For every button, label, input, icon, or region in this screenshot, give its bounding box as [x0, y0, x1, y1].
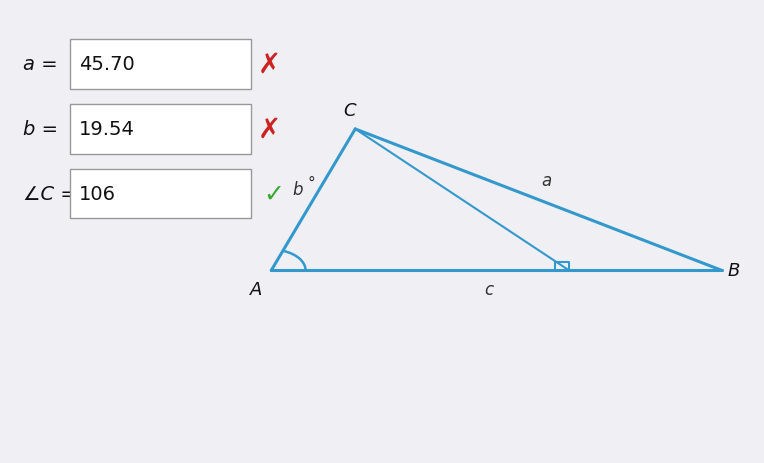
- Text: b: b: [293, 181, 303, 199]
- Text: a =: a =: [23, 56, 57, 74]
- Text: c: c: [484, 281, 494, 298]
- Text: 19.54: 19.54: [79, 120, 134, 139]
- Text: B: B: [727, 262, 740, 280]
- Text: C: C: [344, 102, 356, 120]
- Text: 106: 106: [79, 185, 115, 204]
- Text: 45.70: 45.70: [79, 56, 134, 74]
- FancyBboxPatch shape: [70, 40, 251, 89]
- Text: ✗: ✗: [257, 116, 280, 144]
- Text: ∠C =: ∠C =: [23, 185, 76, 204]
- Text: ✓: ✓: [264, 182, 284, 206]
- Text: °: °: [308, 175, 316, 190]
- Text: ✗: ✗: [257, 51, 280, 79]
- FancyBboxPatch shape: [70, 170, 251, 219]
- Text: a: a: [541, 172, 552, 189]
- Text: b =: b =: [23, 120, 58, 139]
- FancyBboxPatch shape: [70, 105, 251, 154]
- Text: A: A: [250, 281, 262, 298]
